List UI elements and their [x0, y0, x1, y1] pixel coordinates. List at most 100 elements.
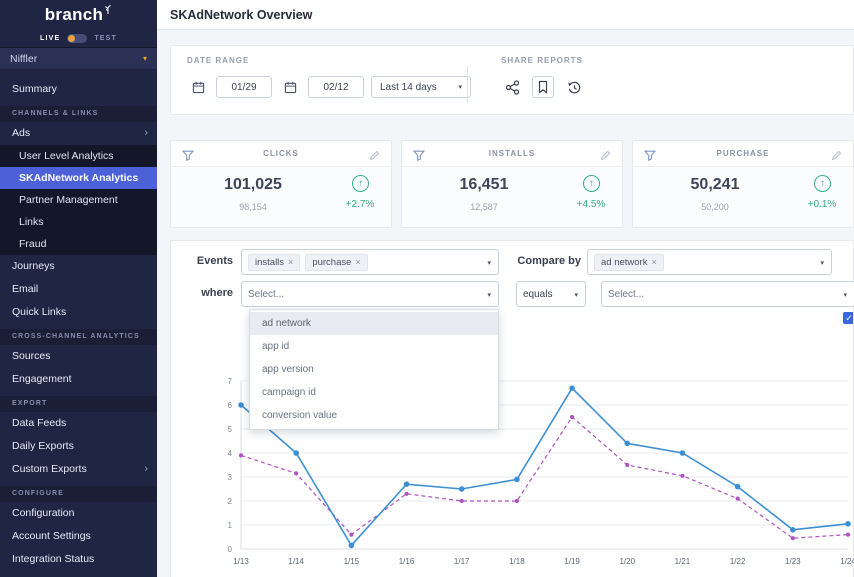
sidebar-item-ads[interactable]: Ads › [0, 122, 157, 145]
sidebar-item-links[interactable]: Links [0, 211, 157, 233]
sidebar-item-engagement[interactable]: Engagement [0, 368, 157, 391]
sidebar-item-label: Journeys [12, 260, 55, 272]
chart-point [680, 473, 685, 478]
chart-point [238, 453, 244, 458]
sidebar-item-quick-links[interactable]: Quick Links [0, 301, 157, 324]
sidebar-item-label: Email [12, 283, 39, 295]
where-field-dropdown: ad network app id app version campaign id co… [249, 309, 499, 430]
metric-previous-value: 50,200 [701, 202, 729, 212]
events-multiselect[interactable]: installs × purchase × ▾ [241, 249, 499, 275]
sidebar-section-label: CONFIGURE [12, 490, 64, 497]
sidebar-item-label: Ads [12, 127, 31, 139]
filter-chip-installs[interactable]: installs × [248, 253, 301, 271]
sidebar-item-label: Partner Management [19, 194, 118, 206]
sidebar-item-skadnetwork-analytics[interactable]: SKAdNetwork Analytics [0, 167, 157, 189]
compare-by-multiselect[interactable]: ad network × ▾ [587, 249, 832, 275]
filter-funnel-icon[interactable] [412, 148, 426, 166]
chevron-right-icon: › [144, 127, 148, 139]
calendar-icon[interactable] [187, 76, 209, 98]
workspace-selector[interactable]: Niffler ▾ [0, 48, 157, 70]
chip-remove-icon[interactable]: × [288, 257, 294, 267]
end-date-input[interactable]: 02/12 [308, 76, 364, 98]
brand-logo[interactable]: branch [0, 0, 157, 30]
sidebar-item-test-devices[interactable]: Test Devices [0, 571, 157, 577]
chart-point [845, 532, 851, 537]
calendar-icon[interactable] [279, 76, 301, 98]
sidebar-item-label: Daily Exports [12, 440, 74, 452]
env-live-label: LIVE [39, 35, 61, 42]
chart-line-series-1 [240, 386, 849, 547]
date-preset-select[interactable]: Last 14 days ▾ [371, 76, 471, 98]
edit-pencil-icon[interactable] [831, 148, 842, 166]
sidebar-item-daily-exports[interactable]: Daily Exports [0, 435, 157, 458]
chart-point [790, 536, 795, 541]
sidebar-item-label: Quick Links [12, 306, 67, 318]
operator-select[interactable]: equals ▾ [516, 281, 586, 307]
dropdown-option-app-id[interactable]: app id [262, 341, 290, 352]
bookmark-icon[interactable] [532, 76, 554, 98]
chart-point [569, 414, 575, 420]
metric-delta: +4.5% [576, 199, 606, 210]
trend-up-icon: ↑ [814, 175, 831, 192]
share-icon[interactable] [501, 76, 523, 98]
start-date-input[interactable]: 01/29 [216, 76, 272, 98]
brand-logo-text: branch [44, 5, 104, 24]
sidebar-item-label: Integration Status [12, 553, 95, 565]
filter-funnel-icon[interactable] [643, 148, 657, 166]
sidebar-item-summary[interactable]: Summary [0, 78, 157, 101]
compare-chips: ad network × [594, 253, 664, 271]
where-field-placeholder: Select... [248, 288, 285, 300]
sidebar-item-email[interactable]: Email [0, 278, 157, 301]
y-axis-label: 3 [227, 473, 232, 482]
filter-chip-purchase[interactable]: purchase × [305, 253, 368, 271]
x-axis-label: 1/18 [509, 557, 525, 566]
metric-previous-value: 12,587 [470, 202, 498, 212]
operator-value: equals [523, 288, 553, 300]
sidebar-section-cross-channel-analytics: CROSS-CHANNEL ANALYTICS [0, 329, 157, 345]
dropdown-option-ad-network[interactable]: ad network [250, 312, 498, 335]
caret-down-icon: ▾ [142, 54, 147, 63]
filter-funnel-icon[interactable] [181, 148, 195, 166]
metric-delta: +0.1% [807, 199, 837, 210]
dropdown-option-campaign-id[interactable]: campaign id [262, 387, 316, 398]
sidebar-item-partner-management[interactable]: Partner Management [0, 189, 157, 211]
sidebar-item-account-settings[interactable]: Account Settings [0, 525, 157, 548]
where-field-select[interactable]: Select... ▾ [241, 281, 499, 307]
sidebar-item-integration-status[interactable]: Integration Status [0, 548, 157, 571]
sidebar-item-sources[interactable]: Sources [0, 345, 157, 368]
y-axis-label: 0 [227, 545, 232, 554]
chip-remove-icon[interactable]: × [355, 257, 361, 267]
y-axis-label: 1 [227, 521, 232, 530]
chip-remove-icon[interactable]: × [651, 257, 657, 267]
branch-tree-icon [104, 2, 112, 20]
filter-chip-ad-network[interactable]: ad network × [594, 253, 664, 271]
sidebar-item-configuration[interactable]: Configuration [0, 502, 157, 525]
x-axis-label: 1/19 [564, 557, 580, 566]
dropdown-option-conversion-value[interactable]: conversion value [262, 410, 338, 421]
x-axis-label: 1/23 [785, 557, 801, 566]
toolbar-divider [467, 66, 468, 102]
toolbar-card: DATE RANGE 01/29 02/12 Last 14 days ▾ SH… [170, 45, 854, 115]
sidebar-item-data-feeds[interactable]: Data Feeds [0, 412, 157, 435]
sidebar-item-custom-exports[interactable]: Custom Exports › [0, 458, 157, 481]
sidebar-section-configure: CONFIGURE [0, 486, 157, 502]
edit-pencil-icon[interactable] [600, 148, 611, 166]
date-preset-value: Last 14 days [380, 81, 437, 93]
sidebar-item-journeys[interactable]: Journeys [0, 255, 157, 278]
chart-point [404, 491, 409, 496]
live-test-toggle[interactable] [67, 34, 88, 43]
page-header: SKAdNetwork Overview [157, 0, 854, 30]
sidebar-item-label: Summary [12, 83, 57, 95]
trend-up-icon: ↑ [583, 175, 600, 192]
sidebar-item-fraud[interactable]: Fraud [0, 233, 157, 255]
organic-checkbox[interactable]: ✓ Organic [843, 311, 853, 325]
sidebar-section-export: EXPORT [0, 396, 157, 412]
compare-by-label: Compare by [517, 255, 581, 267]
sidebar-item-label: Configuration [12, 507, 75, 519]
dropdown-option-app-version[interactable]: app version [262, 364, 314, 375]
chart-point [349, 532, 354, 537]
sidebar-item-user-level-analytics[interactable]: User Level Analytics [0, 145, 157, 167]
history-icon[interactable] [563, 76, 585, 98]
edit-pencil-icon[interactable] [369, 148, 380, 166]
where-value-select[interactable]: Select... ▾ [601, 281, 854, 307]
